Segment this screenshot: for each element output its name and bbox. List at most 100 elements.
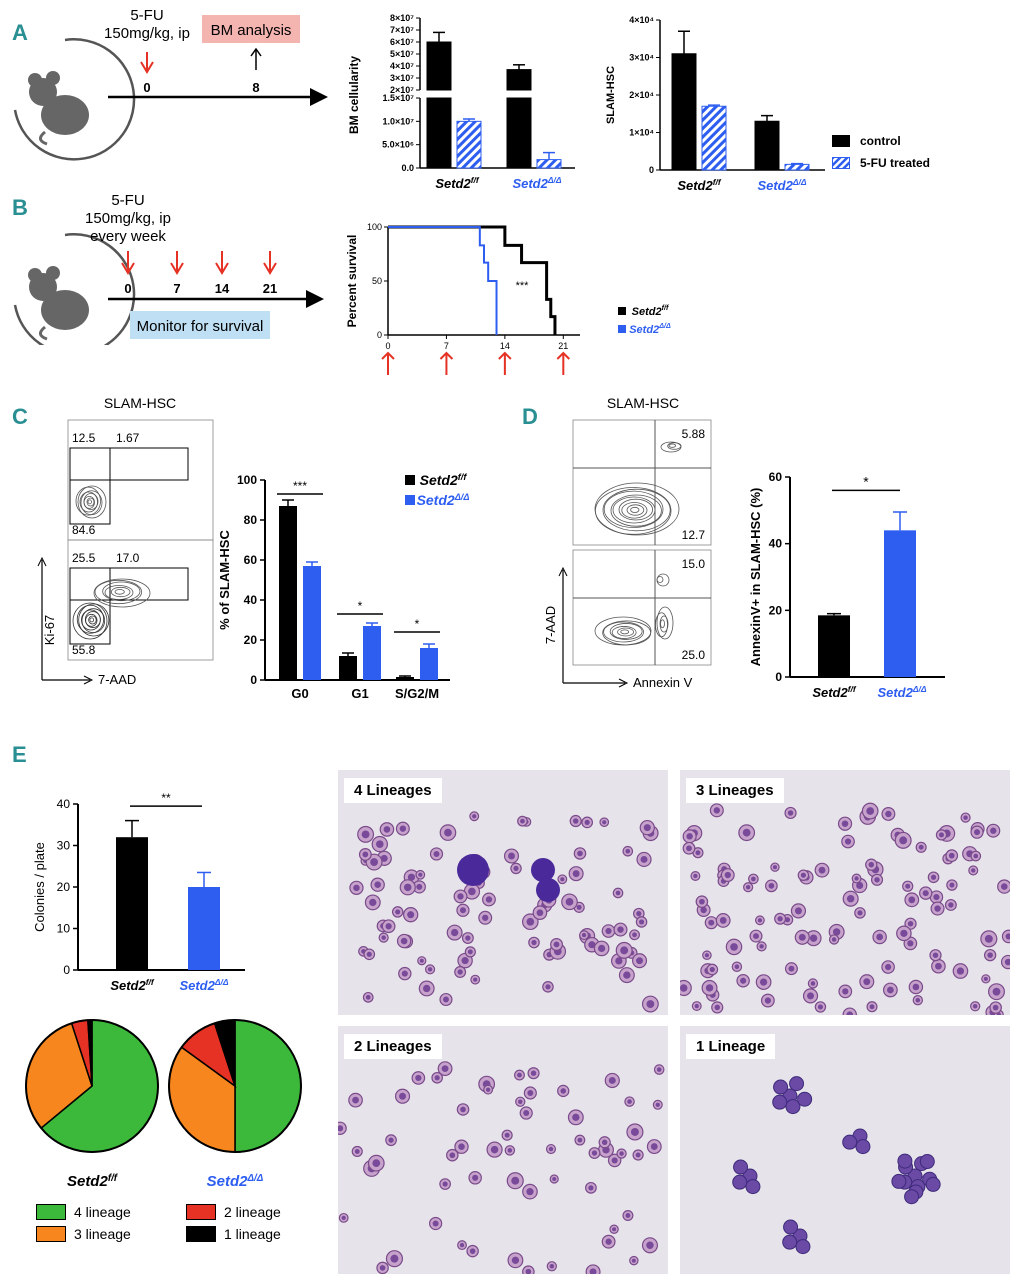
bar xyxy=(506,97,532,169)
cell-nucleus xyxy=(846,894,855,903)
cell-nucleus xyxy=(930,874,937,880)
gate-percent: 1.67 xyxy=(116,431,140,445)
y-axis-label: Percent survival xyxy=(345,235,359,328)
tick-label: 10 xyxy=(57,922,71,936)
cell-nucleus xyxy=(361,830,370,839)
cell-nucleus xyxy=(513,865,519,871)
cell xyxy=(772,1094,788,1110)
cell-nucleus xyxy=(863,978,871,986)
bar xyxy=(426,97,452,169)
cell-nucleus xyxy=(517,1099,523,1105)
y-axis-label: SLAM-HSC xyxy=(605,66,617,124)
cell-nucleus xyxy=(407,873,416,881)
cell-nucleus xyxy=(472,814,477,819)
cell-nucleus xyxy=(800,872,806,878)
significance-label: *** xyxy=(516,280,530,292)
legend-label: 2 lineage xyxy=(224,1204,281,1220)
cell-nucleus xyxy=(443,996,449,1003)
cell xyxy=(773,1079,789,1095)
flow-title: SLAM-HSC xyxy=(607,395,679,411)
survival-line xyxy=(388,225,557,335)
cell-nucleus xyxy=(442,1181,448,1187)
cell-nucleus xyxy=(900,929,908,937)
red-arrow-head xyxy=(381,351,395,360)
legend-label: 1 lineage xyxy=(224,1226,281,1242)
contour-line xyxy=(655,612,668,638)
cell-nucleus xyxy=(520,818,525,824)
category-label: G0 xyxy=(291,686,308,701)
cell-nucleus xyxy=(772,865,778,870)
legend-label: 3 lineage xyxy=(74,1226,131,1242)
cell-nucleus xyxy=(572,818,579,824)
cell-nucleus xyxy=(379,1265,386,1271)
cell-nucleus xyxy=(531,939,537,946)
chart-slam-hsc: 0 1×10⁴ 2×10⁴ 3×10⁴ 4×10⁴ SLAM-HSC Setd2f/f Set… xyxy=(605,15,825,193)
y-axis-label: 7-AAD xyxy=(545,606,558,644)
quadrant-percent: 15.0 xyxy=(682,557,706,571)
tick-label: 3×10⁴ xyxy=(629,53,654,63)
y-axis-label: BM cellularity xyxy=(347,56,361,134)
cell-nucleus xyxy=(353,884,360,892)
contour-line xyxy=(104,585,134,600)
contour-line xyxy=(77,485,107,519)
cell-nucleus xyxy=(933,894,940,901)
cell-nucleus xyxy=(485,1087,491,1092)
cell-nucleus xyxy=(899,836,908,845)
panel-label-a: A xyxy=(12,20,28,45)
bar xyxy=(818,615,850,677)
micrograph-4-lineages: 4 Lineages xyxy=(338,770,668,1015)
contour-line xyxy=(621,502,648,519)
cell-nucleus xyxy=(693,873,698,879)
cell-nucleus xyxy=(549,1263,555,1269)
tick-label: 40 xyxy=(769,537,783,551)
contour-line xyxy=(102,581,141,602)
contour-line xyxy=(656,573,670,587)
cell-nucleus xyxy=(419,958,424,963)
cell-nucleus xyxy=(625,1213,631,1218)
cell-nucleus xyxy=(730,943,738,951)
tick-label: 7 xyxy=(444,341,449,351)
y-axis-label: AnnexinV+ in SLAM-HSC (%) xyxy=(748,488,763,667)
contour-line xyxy=(72,602,108,640)
cell-nucleus xyxy=(810,981,816,986)
genotype-label: Setd2Δ/Δ xyxy=(207,1173,264,1190)
cell-nucleus xyxy=(390,1254,399,1263)
cell-nucleus xyxy=(918,844,924,850)
cell-nucleus xyxy=(759,944,764,949)
cell-nucleus xyxy=(963,815,968,820)
cell-nucleus xyxy=(591,1150,598,1156)
cell xyxy=(789,1076,805,1092)
pie-legend-item: 4 lineage xyxy=(36,1204,186,1220)
cell-nucleus xyxy=(807,992,815,1000)
cell-nucleus xyxy=(714,1004,720,1011)
cell-nucleus xyxy=(907,920,914,927)
flow-title: SLAM-HSC xyxy=(104,395,176,411)
cell-nucleus xyxy=(619,1151,624,1156)
cell-nucleus xyxy=(973,853,979,859)
cell-nucleus xyxy=(856,881,864,890)
contour-line xyxy=(83,493,99,510)
day-label: 7 xyxy=(173,281,180,296)
cell-nucleus xyxy=(449,1152,456,1159)
cell-nucleus xyxy=(473,977,478,982)
cell-nucleus xyxy=(615,957,623,965)
cell-nucleus xyxy=(375,840,384,848)
bar xyxy=(506,69,532,91)
cell-nucleus xyxy=(868,861,875,868)
cell-nucleus xyxy=(713,807,721,814)
schematic-a-drug: 5-FU xyxy=(130,7,163,24)
contour-line xyxy=(110,586,131,598)
cell-nucleus xyxy=(846,1011,854,1015)
micrograph-label: 1 Lineage xyxy=(686,1034,776,1059)
schematic-a-box: BM analysis xyxy=(211,22,292,39)
schematic-b-days: 0 7 14 21 xyxy=(121,251,277,296)
micrograph-2-lineages: 2 Lineages xyxy=(338,1026,668,1274)
cell-nucleus xyxy=(857,910,863,916)
cell-nucleus xyxy=(866,807,875,815)
cell-nucleus xyxy=(934,905,941,912)
legend-control-label: control xyxy=(860,134,901,148)
cell-nucleus xyxy=(974,829,981,836)
cell-nucleus xyxy=(948,852,955,859)
cell xyxy=(925,1176,941,1192)
